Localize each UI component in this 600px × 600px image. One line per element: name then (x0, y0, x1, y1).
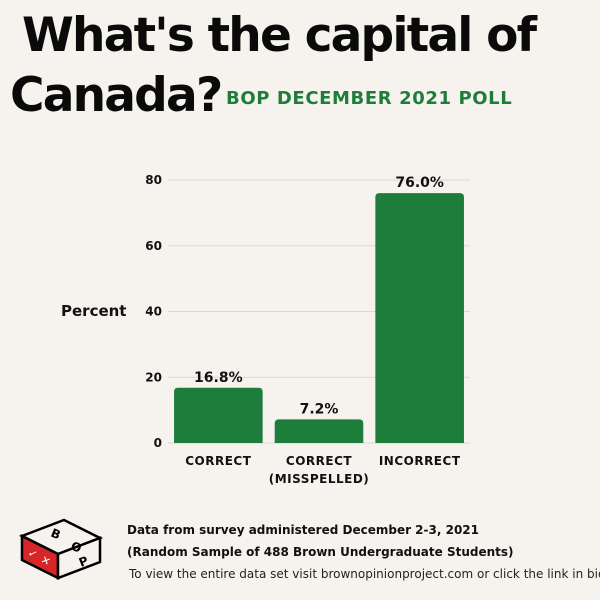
footnote-website: To view the entire data set visit browno… (129, 567, 600, 581)
footnote-sample: (Random Sample of 488 Brown Undergraduat… (127, 545, 514, 559)
x-tick-label: INCORRECT (379, 454, 461, 468)
data-label: 76.0% (395, 175, 444, 191)
y-axis-label: Percent (61, 302, 127, 320)
y-tick-label: 80 (145, 173, 162, 187)
y-tick-label: 20 (145, 370, 162, 384)
x-tick-label: CORRECT (286, 454, 352, 468)
page-title-line-1: What's the capital of (22, 8, 537, 63)
logo-letter-o: O (69, 539, 84, 556)
x-tick-label: CORRECT (185, 454, 251, 468)
bar-correct-misspelled (274, 419, 364, 443)
bar-incorrect (375, 193, 464, 443)
data-label: 16.8% (194, 370, 243, 386)
poll-subtitle: BOP DECEMBER 2021 POLL (226, 88, 513, 109)
data-label: 7.2% (300, 401, 339, 417)
y-tick-label: 40 (145, 305, 162, 319)
x-tick-label: (MISSPELLED) (269, 472, 370, 486)
footnote-survey-dates: Data from survey administered December 2… (127, 523, 479, 537)
y-tick-label: 0 (154, 436, 162, 450)
page-title-line-2: Canada? (10, 68, 223, 123)
bop-logo: B O P ✓ ✕ (18, 518, 104, 584)
bar-correct (174, 387, 263, 443)
y-tick-label: 60 (145, 239, 162, 253)
